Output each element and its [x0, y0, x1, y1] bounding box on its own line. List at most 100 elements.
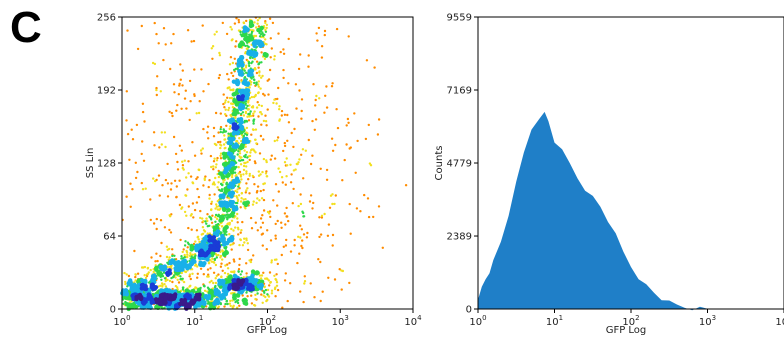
dot-plot-point [196, 187, 199, 191]
dot-plot-point [168, 228, 171, 232]
dot-plot-point [122, 302, 125, 305]
dot-plot-point [181, 260, 187, 265]
dot-plot-point [262, 52, 268, 58]
dot-plot-point [255, 26, 258, 29]
dot-plot-point [242, 173, 245, 176]
dot-plot-point [154, 260, 157, 263]
dot-plot-point [228, 274, 233, 279]
dot-plot-point [243, 155, 246, 158]
dot-plot-point [292, 145, 295, 149]
dot-plot-point [248, 158, 251, 162]
dot-plot-point [354, 171, 357, 174]
dot-plot-point [231, 306, 234, 309]
dot-plot-point [252, 254, 255, 257]
dot-plot-point [207, 273, 210, 276]
dot-plot-point [269, 37, 272, 40]
dot-plot-point [238, 263, 241, 267]
dot-plot-point [166, 182, 170, 185]
dot-plot-point [208, 215, 211, 218]
dot-plot-point [355, 207, 359, 210]
dot-plot-point [188, 254, 191, 257]
dot-plot-point [142, 159, 146, 162]
dot-plot-point [289, 250, 293, 253]
dot-plot-point [219, 189, 223, 193]
dot-plot-point [314, 118, 318, 121]
dot-plot-point [216, 243, 221, 249]
dot-plot-point [205, 217, 208, 220]
dot-plot-point [262, 138, 265, 141]
dot-plot-point [199, 209, 202, 213]
dot-plot-point [245, 262, 248, 265]
dot-plot-x-ticks: 100 101 102 103 104 [113, 309, 422, 328]
dot-plot-point [264, 30, 268, 33]
dot-plot-point [160, 143, 163, 146]
dot-plot-point [317, 258, 320, 261]
dot-plot-point [203, 284, 206, 288]
dot-plot-point [210, 221, 214, 224]
dot-plot-point [262, 119, 266, 123]
dot-plot-point [223, 147, 226, 150]
dot-plot-point [222, 102, 225, 106]
dot-plot-point [250, 61, 253, 65]
dot-plot-point [244, 191, 247, 194]
dot-plot-point [318, 235, 321, 239]
dot-plot-point [176, 286, 179, 289]
dot-plot-point [234, 45, 237, 48]
dot-plot-point [284, 223, 287, 226]
dot-plot-point [266, 79, 269, 82]
dot-plot-point [127, 274, 131, 278]
dot-plot-point [178, 144, 182, 147]
dot-plot-point [283, 212, 287, 215]
dot-plot-point [240, 97, 245, 102]
dot-plot-point [289, 163, 292, 166]
dot-plot-point [192, 216, 195, 219]
dot-plot-point [206, 232, 209, 235]
dot-plot-point [245, 119, 248, 123]
dot-plot-point [274, 234, 277, 237]
dot-plot-point [160, 282, 164, 285]
dot-plot-point [253, 67, 257, 70]
dot-plot-point [173, 91, 176, 94]
dot-plot-point [243, 149, 246, 152]
dot-plot-point [212, 160, 216, 163]
dot-plot-point [256, 292, 259, 295]
dot-plot-point [334, 143, 337, 147]
dot-plot-point [202, 90, 205, 93]
dot-plot-point [299, 202, 303, 206]
dot-plot-point [230, 270, 233, 273]
dot-plot-point [136, 295, 142, 300]
dot-plot-point [231, 131, 237, 136]
dot-plot-point [287, 219, 290, 223]
dot-plot-point [297, 235, 300, 238]
dot-plot-point [246, 44, 249, 47]
dot-plot-point [217, 131, 220, 134]
dot-plot-point [159, 90, 162, 93]
dot-plot-point [277, 32, 280, 35]
histogram-x-tick-base: 10 [546, 317, 559, 328]
dot-plot-point [185, 266, 190, 271]
dot-plot-point [173, 179, 177, 182]
dot-plot-point [186, 255, 189, 259]
dot-plot-point [283, 141, 286, 145]
dot-plot-point [154, 179, 157, 183]
dot-plot-point [276, 219, 279, 223]
dot-plot-point [181, 164, 185, 167]
dot-plot-point [213, 157, 216, 160]
dot-plot-point [335, 108, 338, 111]
dot-plot-point [243, 121, 246, 124]
dot-plot-point [238, 104, 243, 109]
dot-plot-point [124, 280, 127, 284]
dot-plot-point [245, 19, 248, 23]
dot-plot-point [234, 102, 240, 107]
dot-plot-point [234, 80, 239, 86]
dot-plot-point [125, 90, 128, 93]
dot-plot-point [261, 301, 264, 304]
dot-plot-point [285, 157, 288, 160]
dot-plot-point [227, 100, 230, 104]
dot-plot-point [264, 21, 267, 25]
dot-plot-point [169, 188, 173, 191]
dot-plot-point [228, 86, 231, 89]
dot-plot-point [248, 115, 251, 118]
dot-plot-point [309, 194, 313, 197]
dot-plot-point [202, 220, 205, 223]
